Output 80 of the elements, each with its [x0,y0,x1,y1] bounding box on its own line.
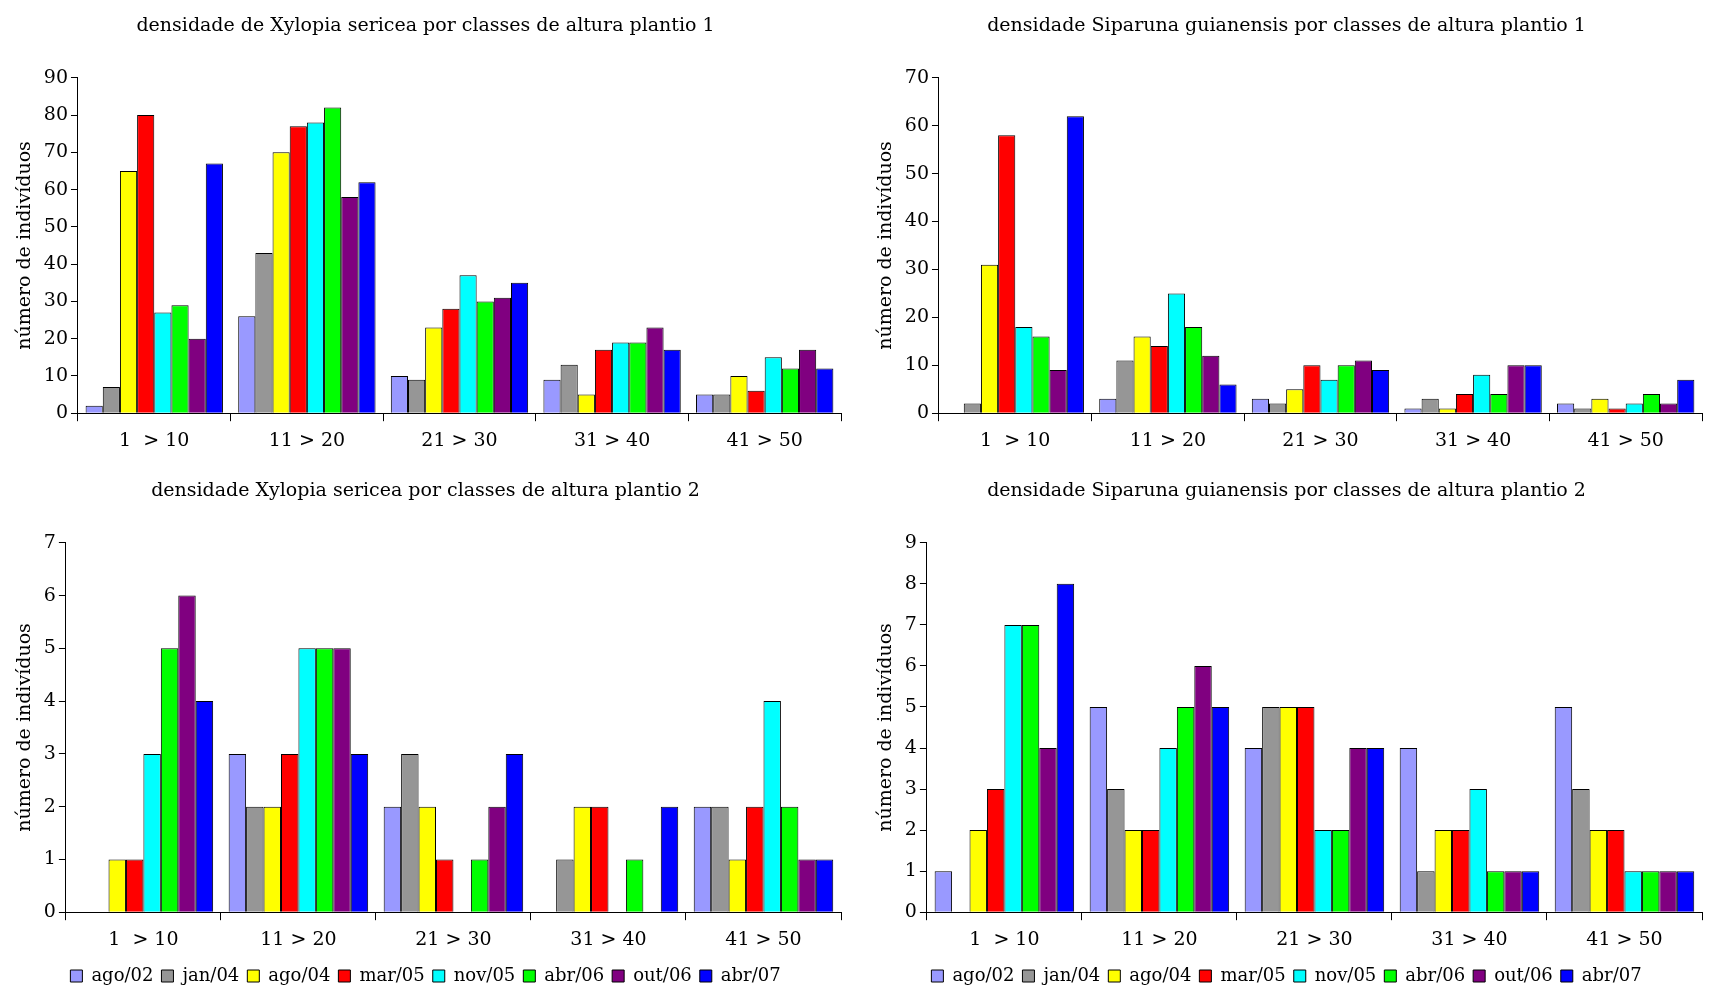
y-tick-label: 60 [904,112,929,135]
x-tick-label: 11 > 20 [268,427,346,450]
legend-label: jan/04 [180,963,240,985]
y-tick-label: 6 [904,652,917,675]
y-tick-label: 0 [904,899,917,922]
x-tick-label: 1 > 10 [980,427,1051,450]
chart-title: densidade Xylopia sericea por classes de altura plantio 2 [151,478,700,501]
legend-label: ago/02 [952,963,1015,985]
y-tick-label: 40 [904,208,929,231]
y-tick-label: 0 [55,400,68,423]
y-tick-label: 1 [904,858,917,881]
y-tick-label: 40 [43,251,68,274]
y-tick-label: 5 [43,635,56,658]
y-tick-label: 10 [904,352,929,375]
chart-title: densidade Siparuna guianensis por classes de altura plantio 1 [987,13,1586,36]
x-tick-label: 1 > 10 [969,926,1040,949]
legend-label: nov/05 [1314,963,1377,985]
y-tick-label: 1 [43,846,56,869]
y-tick-label: 0 [43,899,56,922]
x-tick-label: 21 > 30 [1276,926,1353,949]
y-tick-label: 2 [904,817,917,840]
y-tick-label: 6 [43,582,56,605]
y-tick-label: 0 [916,400,929,423]
x-tick-label: 21 > 30 [421,427,498,450]
y-tick-label: 7 [904,611,917,634]
x-tick-label: 31 > 40 [573,427,651,450]
y-axis-title: número de indivíduos [12,141,35,350]
y-tick-label: 30 [43,288,68,311]
y-tick-label: 4 [43,688,56,711]
y-tick-label: 30 [904,256,929,279]
y-tick-label: 2 [43,793,56,816]
legend-label: ago/04 [1129,963,1192,985]
x-tick-label: 1 > 10 [108,926,179,949]
x-tick-label: 21 > 30 [415,926,492,949]
legend-label: mar/05 [1220,963,1286,985]
x-tick-label: 31 > 40 [1434,427,1512,450]
legend-label: ago/02 [91,963,154,985]
legend-label: ago/04 [268,963,331,985]
y-tick-label: 20 [904,304,929,327]
legend-label: abr/07 [720,963,781,985]
legend-label: jan/04 [1041,963,1101,985]
legend-label: mar/05 [359,963,425,985]
y-tick-label: 3 [904,776,917,798]
legend-label: out/06 [633,963,692,985]
legend-label: abr/06 [544,963,605,985]
x-tick-label: 11 > 20 [1121,926,1198,949]
y-tick-label: 20 [43,325,68,348]
y-tick-label: 90 [43,64,68,87]
legend-label: nov/05 [453,963,516,985]
y-tick-label: 10 [43,362,68,385]
x-tick-label: 31 > 40 [1431,926,1508,949]
x-tick-label: 21 > 30 [1282,427,1359,450]
y-tick-label: 50 [43,213,68,236]
y-tick-label: 7 [43,529,56,552]
x-tick-label: 31 > 40 [570,926,647,949]
y-tick-label: 80 [43,102,68,124]
y-tick-label: 50 [904,160,929,183]
x-tick-label: 41 > 50 [1587,427,1664,450]
y-tick-label: 3 [43,740,56,763]
x-tick-label: 41 > 50 [725,926,802,949]
y-tick-label: 4 [904,734,917,757]
y-tick-label: 9 [904,529,917,552]
x-tick-label: 1 > 10 [119,427,190,450]
x-tick-label: 11 > 20 [260,926,337,949]
legend-label: abr/06 [1405,963,1466,985]
y-axis-title: número de indivíduos [873,141,896,350]
chart-title: densidade de Xylopia sericea por classes de altura plantio 1 [136,13,715,36]
x-tick-label: 41 > 50 [1586,926,1663,949]
y-tick-label: 70 [43,139,68,162]
y-axis-title: número de indivíduos [12,623,35,832]
y-tick-label: 8 [904,570,917,593]
y-tick-label: 70 [904,64,929,87]
y-tick-label: 5 [904,693,917,716]
x-tick-label: 11 > 20 [1129,427,1207,450]
y-tick-label: 60 [43,176,68,199]
legend-label: out/06 [1494,963,1553,985]
legend-label: abr/07 [1581,963,1642,985]
chart-title: densidade Siparuna guianensis por classes de altura plantio 2 [987,478,1586,501]
y-axis-title: número de indivíduos [873,623,896,832]
x-tick-label: 41 > 50 [726,427,803,450]
